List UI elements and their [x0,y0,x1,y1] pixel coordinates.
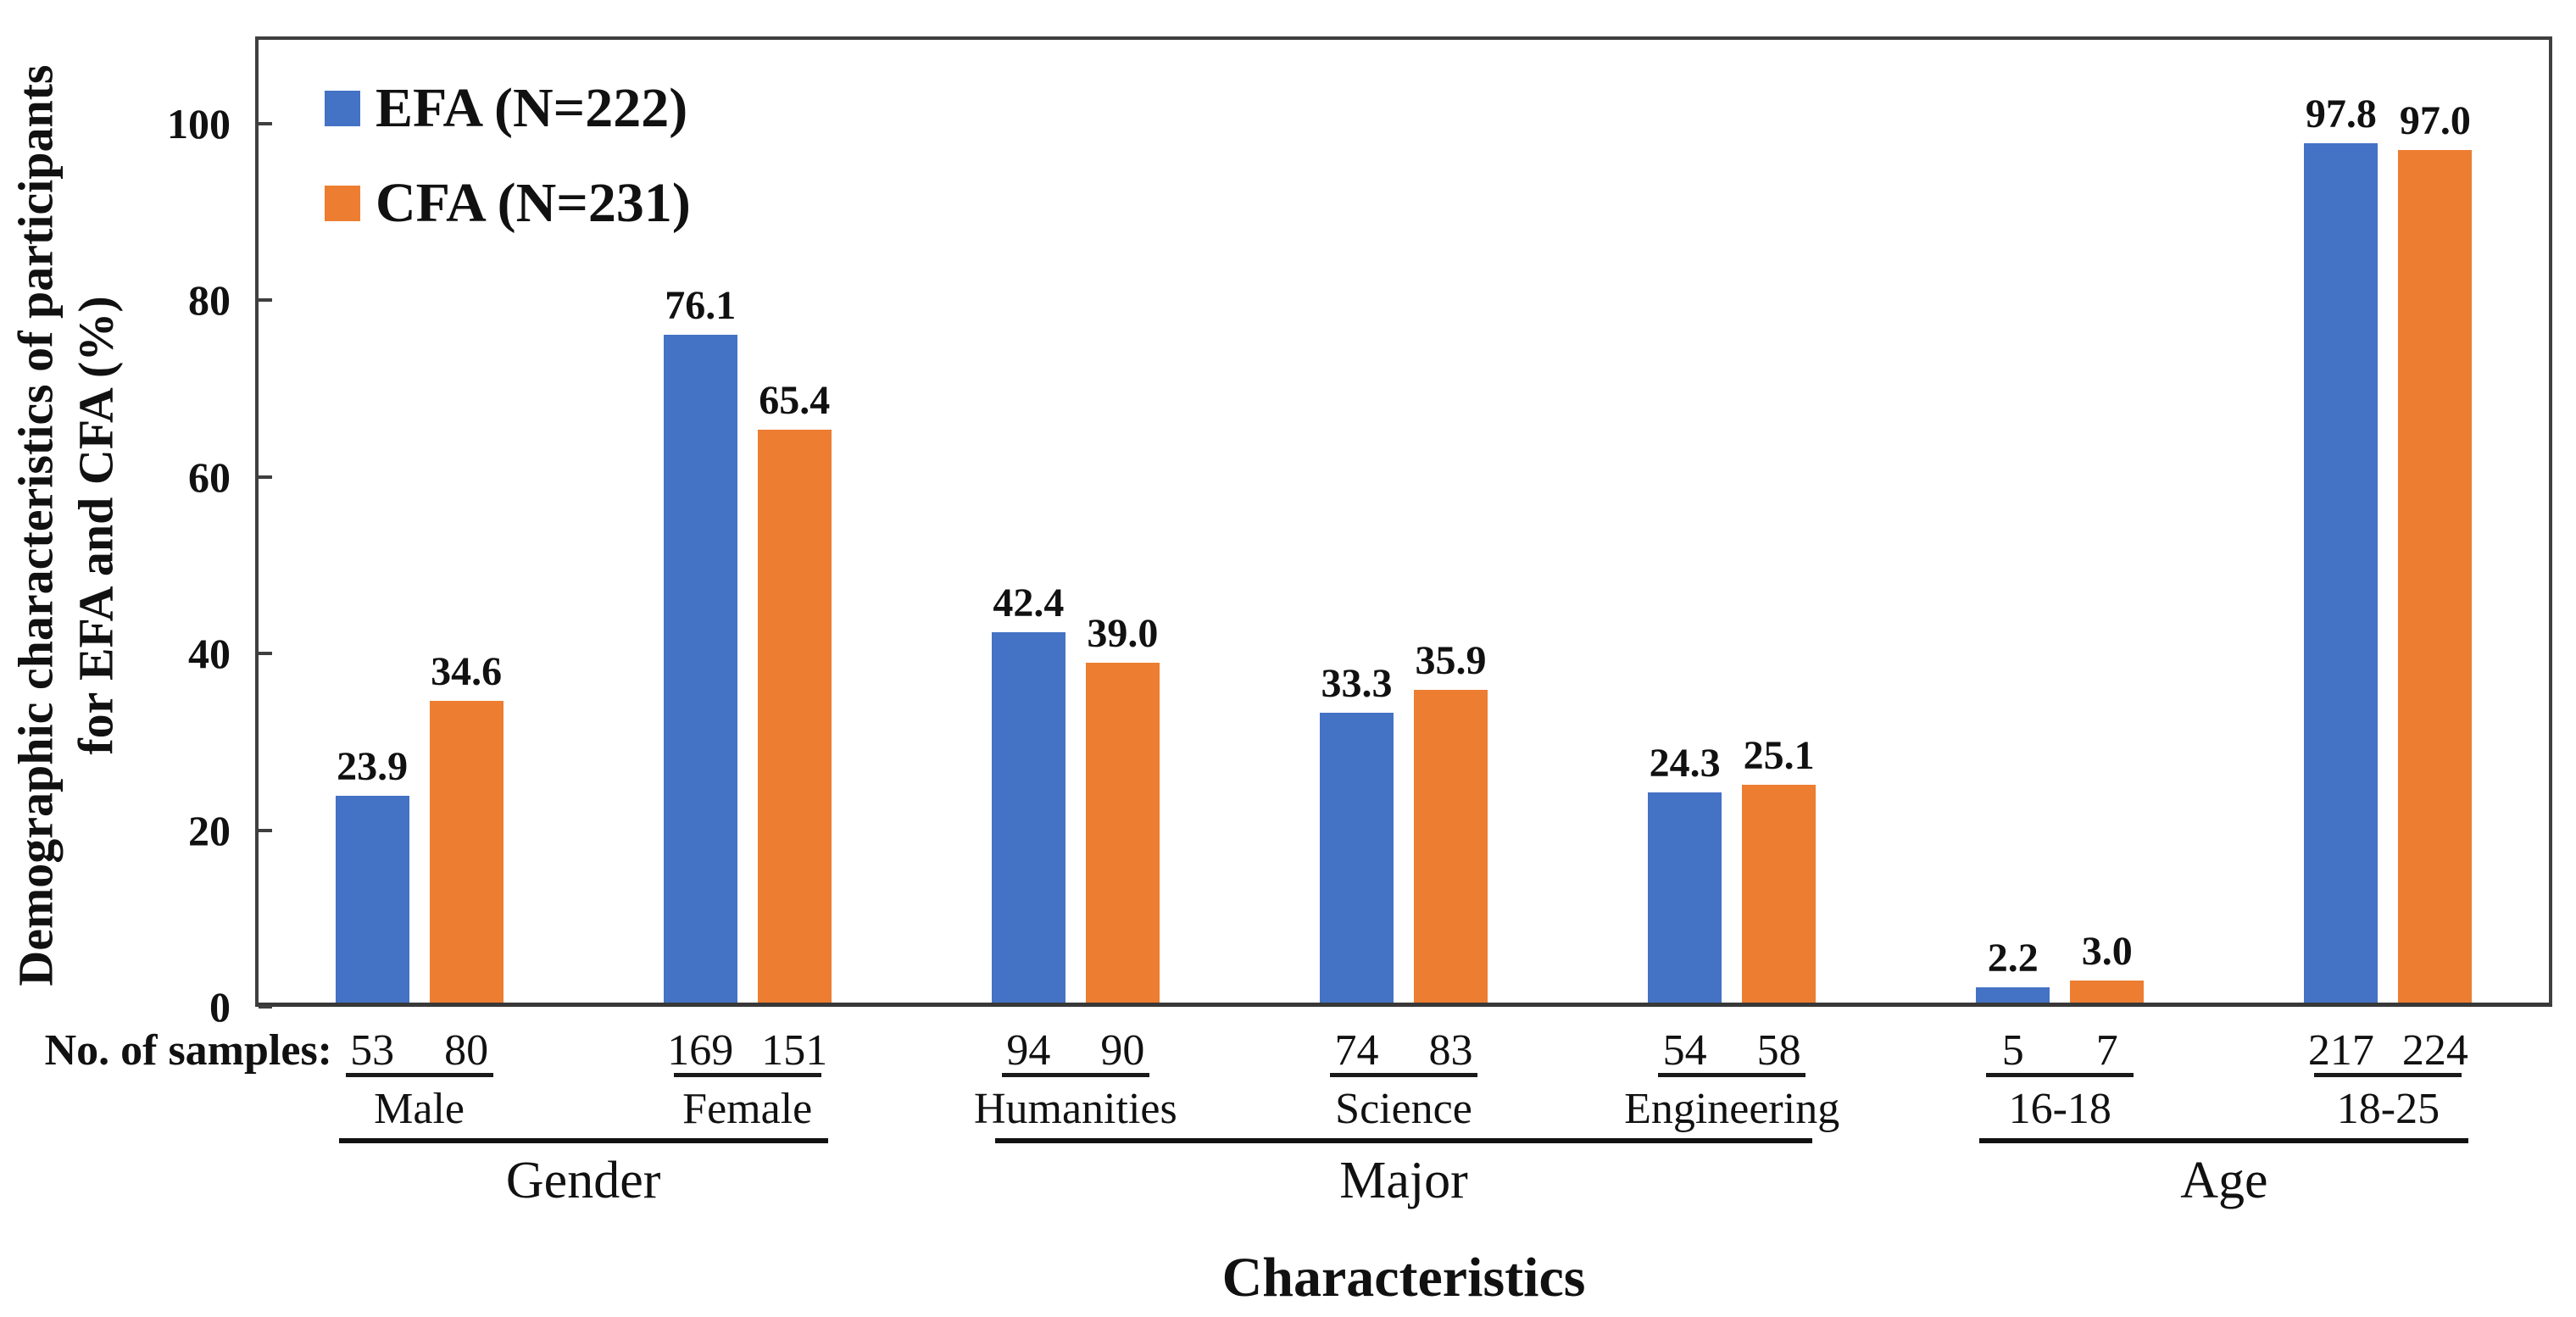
legend-label-efa: EFA (N=222) [376,77,688,139]
category-underline-science [1330,1073,1477,1077]
legend-swatch-efa-icon [325,91,360,126]
sample-count-efa-science: 74 [1334,1026,1379,1075]
bar-efa-science [1320,713,1394,1007]
bar-cfa-humanities [1085,662,1160,1007]
value-label-efa-science: 33.3 [1321,661,1393,706]
value-label-cfa-engineering: 25.1 [1743,733,1815,779]
x-axis-title: Characteristics [1221,1247,1586,1309]
category-underline-humanities [1001,1073,1149,1077]
sample-count-cfa-female: 151 [761,1026,828,1075]
category-label-female: Female [682,1085,813,1133]
value-label-cfa-science: 35.9 [1415,637,1487,683]
sample-count-cfa-male: 80 [444,1026,489,1075]
value-label-cfa-female: 65.4 [759,377,831,423]
sample-count-cfa-engineering: 58 [1756,1026,1801,1075]
bar-efa-female [663,335,737,1007]
category-label-male: Male [374,1085,465,1133]
y-tick-60 [259,475,272,479]
category-label-humanities: Humanities [973,1085,1177,1133]
category-label-16-18: 16-18 [2008,1085,2111,1133]
value-label-cfa-18-25: 97.0 [2399,98,2471,144]
sample-count-cfa-16-18: 7 [2095,1026,2118,1075]
value-label-cfa-humanities: 39.0 [1087,610,1159,656]
bar-cfa-16-18 [2070,980,2145,1007]
sample-count-efa-humanities: 94 [1006,1026,1051,1075]
bar-efa-engineering [1648,792,1722,1007]
group-line-gender [338,1138,828,1143]
value-label-efa-16-18: 2.2 [1987,936,2039,981]
sample-count-efa-16-18: 5 [2001,1026,2024,1075]
sample-count-cfa-science: 83 [1428,1026,1473,1075]
y-tick-label-40: 40 [188,630,231,678]
sample-count-cfa-humanities: 90 [1100,1026,1145,1075]
bar-efa-16-18 [1976,987,2050,1007]
category-underline-female [673,1073,821,1077]
category-label-science: Science [1335,1085,1472,1133]
bar-efa-humanities [991,632,1065,1007]
group-line-major [994,1138,1813,1143]
sample-count-cfa-18-25: 224 [2401,1026,2468,1075]
y-tick-label-0: 0 [209,983,231,1031]
legend-swatch-cfa-icon [325,186,360,221]
group-label-age: Age [2180,1152,2268,1209]
legend-item-cfa: CFA (N=231) [325,175,691,231]
value-label-efa-male: 23.9 [337,743,409,789]
bar-efa-18-25 [2304,142,2378,1007]
sample-count-efa-engineering: 54 [1662,1026,1707,1075]
y-tick-40 [259,652,272,656]
category-label-18-25: 18-25 [2336,1085,2440,1133]
y-tick-20 [259,828,272,832]
legend-label-cfa: CFA (N=231) [376,172,691,234]
bar-cfa-female [757,429,832,1007]
bar-cfa-science [1414,689,1488,1007]
category-underline-18-25 [2314,1073,2462,1077]
y-tick-100 [259,122,272,125]
y-tick-0 [259,1005,272,1009]
value-label-cfa-16-18: 3.0 [2081,928,2133,974]
sample-count-efa-male: 53 [350,1026,395,1075]
category-underline-male [345,1073,493,1077]
y-tick-label-60: 60 [188,453,231,501]
value-label-cfa-male: 34.6 [431,649,503,695]
category-underline-16-18 [1986,1073,2134,1077]
legend-item-efa: EFA (N=222) [325,81,687,136]
value-label-efa-female: 76.1 [665,283,737,329]
group-label-gender: Gender [505,1152,661,1209]
category-underline-engineering [1658,1073,1806,1077]
group-line-age [1979,1138,2469,1143]
group-label-major: Major [1339,1152,1468,1209]
y-axis-title: Demographic characteristics of participa… [8,64,123,986]
category-label-engineering: Engineering [1624,1085,1840,1133]
value-label-efa-humanities: 42.4 [993,581,1065,626]
sample-count-efa-female: 169 [667,1026,734,1075]
y-tick-label-80: 80 [188,276,231,325]
bar-cfa-18-25 [2398,150,2473,1007]
value-label-efa-engineering: 24.3 [1649,740,1721,786]
y-tick-80 [259,298,272,303]
samples-row-label: No. of samples: [44,1026,332,1075]
y-tick-label-100: 100 [167,100,231,147]
y-tick-label-20: 20 [188,806,231,854]
bar-cfa-engineering [1742,785,1817,1007]
bar-cfa-male [429,701,504,1007]
value-label-efa-18-25: 97.8 [2305,91,2377,136]
bar-efa-male [335,795,409,1007]
sample-count-efa-18-25: 217 [2307,1026,2374,1075]
